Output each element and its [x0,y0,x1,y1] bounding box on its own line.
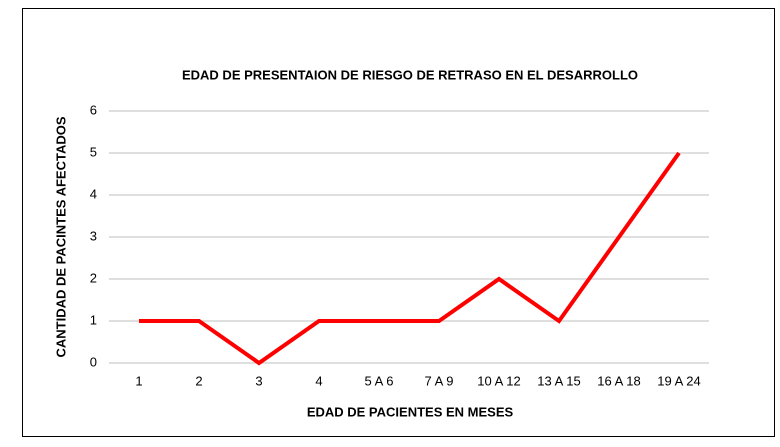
y-tick-label: 1 [90,312,97,327]
x-tick-label: 16 A 18 [597,373,640,388]
x-tick-label: 2 [195,373,202,388]
y-tick-label: 6 [90,102,97,117]
chart-frame [22,8,775,437]
x-tick-label: 3 [255,373,262,388]
data-line [139,151,681,366]
y-tick-label: 4 [90,186,97,201]
y-tick-label: 0 [90,354,97,369]
x-tick-label: 19 A 24 [657,373,700,388]
x-tick-label: 13 A 15 [537,373,580,388]
x-tick-label: 5 A 6 [365,373,394,388]
x-tick-label: 10 A 12 [477,373,520,388]
y-axis-title: CANTIDAD DE PACINTES AFECTADOS [53,116,68,357]
y-tick-label: 5 [90,144,97,159]
x-tick-label: 4 [315,373,322,388]
x-tick-label: 1 [135,373,142,388]
y-tick-label: 3 [90,228,97,243]
x-tick-label: 7 A 9 [425,373,454,388]
x-axis-title: EDAD DE PACIENTES EN MESES [307,404,514,419]
chart-title: EDAD DE PRESENTAION DE RIESGO DE RETRASO… [182,67,638,82]
y-tick-label: 2 [90,270,97,285]
